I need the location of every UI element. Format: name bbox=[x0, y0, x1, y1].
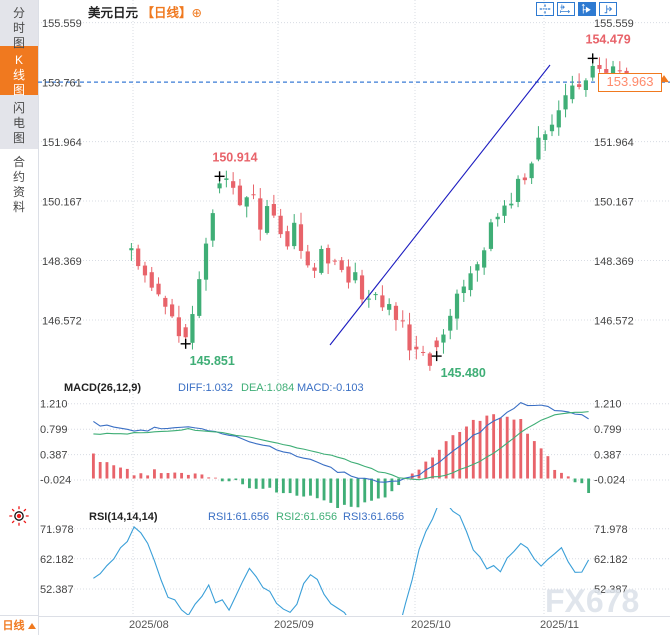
svg-text:0.799: 0.799 bbox=[40, 424, 68, 436]
svg-text:-0.024: -0.024 bbox=[40, 475, 71, 487]
svg-text:DIFF:1.032: DIFF:1.032 bbox=[178, 382, 233, 394]
svg-text:71.978: 71.978 bbox=[40, 524, 74, 536]
svg-text:0.387: 0.387 bbox=[594, 449, 622, 461]
svg-text:148.369: 148.369 bbox=[42, 256, 82, 268]
svg-text:MACD:-0.103: MACD:-0.103 bbox=[297, 382, 364, 394]
svg-text:150.914: 150.914 bbox=[212, 150, 257, 164]
svg-text:153.761: 153.761 bbox=[42, 78, 82, 90]
svg-text:146.572: 146.572 bbox=[42, 315, 82, 327]
svg-text:150.167: 150.167 bbox=[42, 196, 82, 208]
svg-text:0.387: 0.387 bbox=[40, 449, 68, 461]
svg-text:146.572: 146.572 bbox=[594, 315, 634, 327]
svg-text:MACD(26,12,9): MACD(26,12,9) bbox=[64, 382, 141, 394]
svg-text:FX678: FX678 bbox=[545, 583, 639, 615]
svg-text:62.182: 62.182 bbox=[40, 554, 74, 566]
svg-text:0.799: 0.799 bbox=[594, 424, 622, 436]
svg-text:155.559: 155.559 bbox=[42, 18, 82, 30]
svg-text:62.182: 62.182 bbox=[594, 554, 628, 566]
svg-text:145.851: 145.851 bbox=[190, 354, 235, 368]
svg-text:52.387: 52.387 bbox=[40, 584, 74, 596]
svg-text:RSI(14,14,14): RSI(14,14,14) bbox=[89, 511, 158, 523]
svg-text:154.479: 154.479 bbox=[586, 32, 631, 46]
svg-text:-0.024: -0.024 bbox=[594, 475, 625, 487]
svg-text:150.167: 150.167 bbox=[594, 196, 634, 208]
svg-text:1.210: 1.210 bbox=[594, 399, 622, 411]
svg-text:RSI3:61.656: RSI3:61.656 bbox=[343, 511, 404, 523]
svg-text:1.210: 1.210 bbox=[40, 399, 68, 411]
svg-text:RSI2:61.656: RSI2:61.656 bbox=[276, 511, 337, 523]
svg-text:151.964: 151.964 bbox=[42, 137, 82, 149]
svg-text:148.369: 148.369 bbox=[594, 256, 634, 268]
svg-text:145.480: 145.480 bbox=[441, 366, 486, 378]
svg-text:71.978: 71.978 bbox=[594, 524, 628, 536]
svg-text:155.559: 155.559 bbox=[594, 18, 634, 30]
svg-text:DEA:1.084: DEA:1.084 bbox=[241, 382, 294, 394]
svg-text:151.964: 151.964 bbox=[594, 137, 634, 149]
svg-text:RSI1:61.656: RSI1:61.656 bbox=[208, 511, 269, 523]
